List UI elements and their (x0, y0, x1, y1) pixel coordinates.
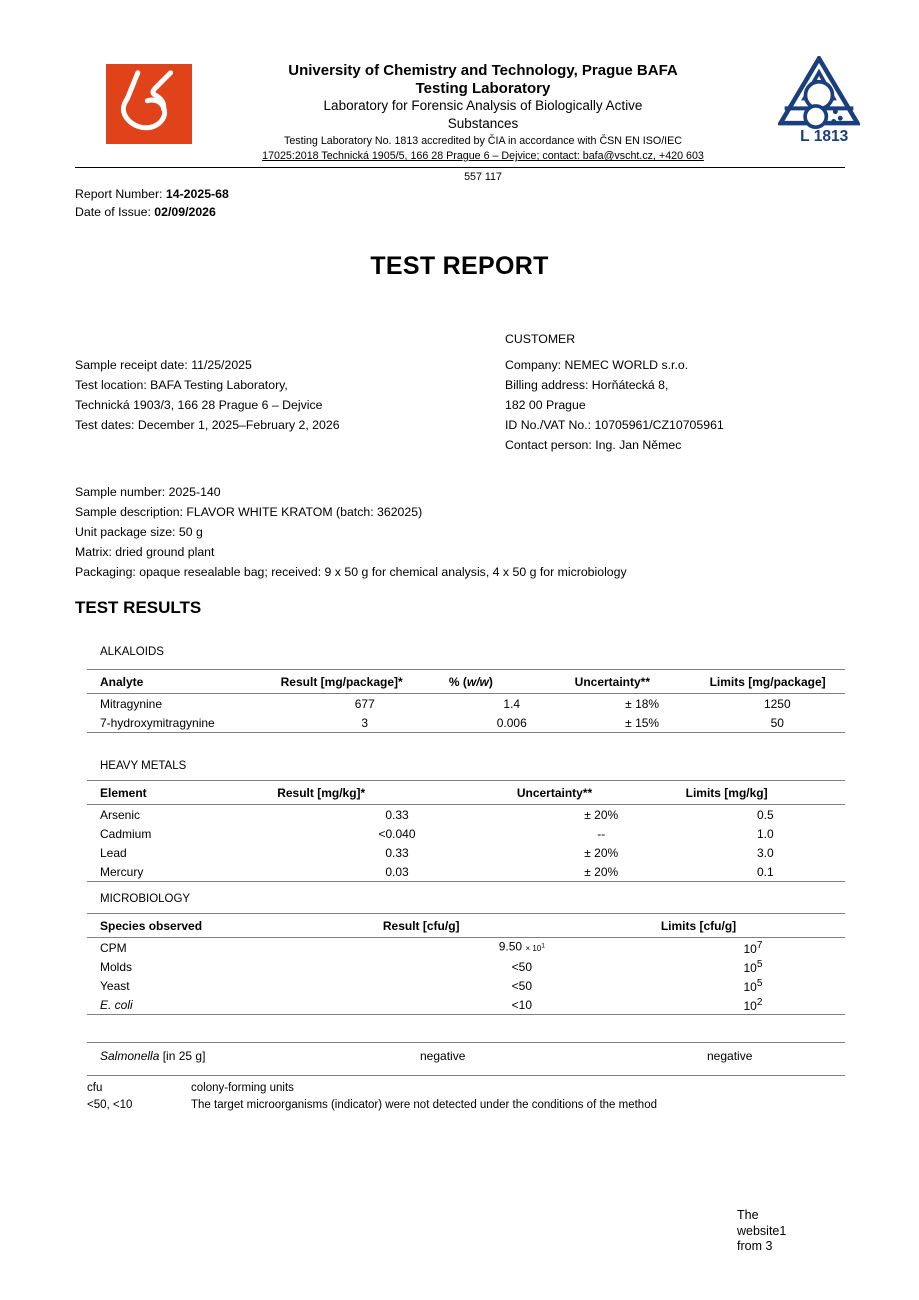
svg-text:L 1813: L 1813 (800, 128, 848, 145)
